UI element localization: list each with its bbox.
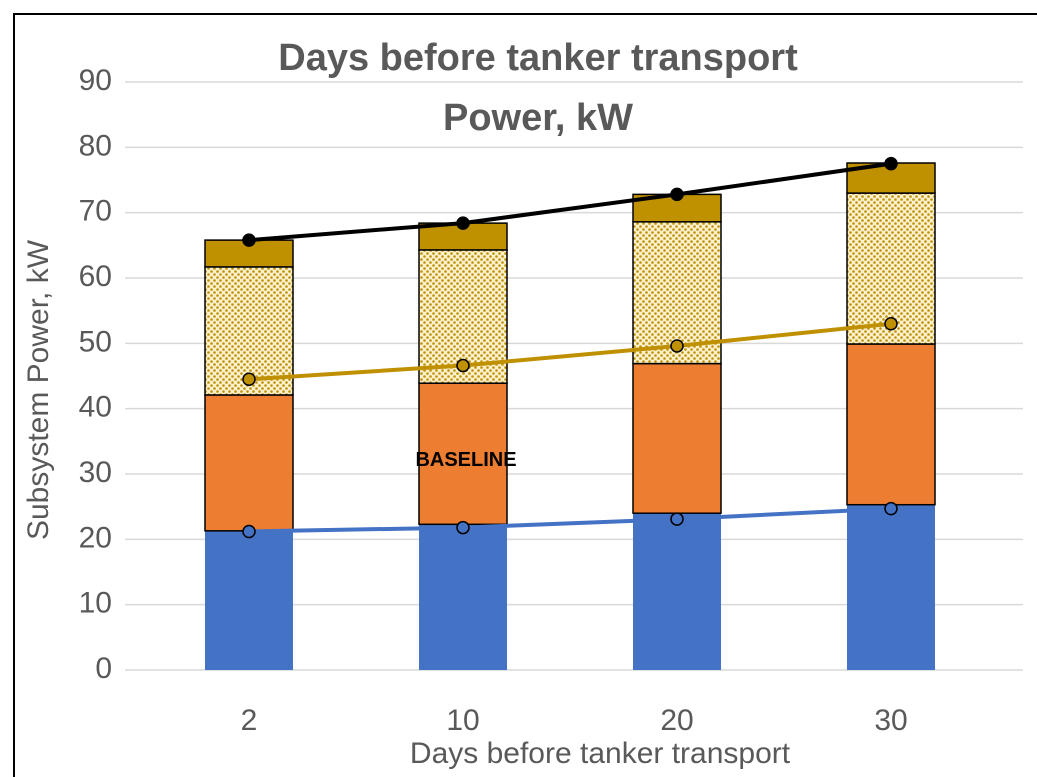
annotation: BASELINE <box>415 449 516 471</box>
bar-segment <box>418 382 508 526</box>
bar-segment <box>204 394 294 532</box>
line-marker <box>884 156 898 171</box>
line-marker <box>456 216 470 230</box>
line-marker <box>242 524 256 539</box>
bar-segment <box>632 221 722 365</box>
bar-segment <box>847 504 935 670</box>
y-tick-label: 0 <box>95 652 112 685</box>
frame <box>13 13 1037 777</box>
y-tick-label: 50 <box>79 325 112 358</box>
line-marker <box>456 520 470 535</box>
x-axis-label: Days before tanker transport <box>410 737 791 770</box>
x-tick-label: 10 <box>446 704 479 737</box>
line-marker <box>456 358 470 373</box>
bar-segment <box>205 530 293 670</box>
bar-segment <box>633 513 721 670</box>
y-tick-label: 20 <box>79 521 112 554</box>
chart-title: Days before tanker transport <box>278 37 798 79</box>
y-tick-label: 60 <box>79 260 112 293</box>
bar-segment <box>846 343 936 506</box>
y-tick-label: 40 <box>79 391 112 424</box>
y-tick-label: 90 <box>79 64 112 97</box>
y-tick-label: 80 <box>79 129 112 162</box>
line <box>248 321 892 382</box>
line-marker <box>884 501 898 516</box>
line <box>248 161 892 243</box>
y-axis-label: Subsystem Power, kW <box>22 239 55 540</box>
line-marker <box>242 233 256 247</box>
x-tick-label: 2 <box>241 704 258 737</box>
x-tick-label: 30 <box>874 704 907 737</box>
y-tick-label: 10 <box>79 587 112 620</box>
line <box>248 506 892 534</box>
y-tick-label: 30 <box>79 456 112 489</box>
chart-subtitle: Power, kW <box>443 97 633 139</box>
x-tick-label: 20 <box>660 704 693 737</box>
line-marker <box>242 372 256 387</box>
line-marker <box>670 512 684 526</box>
y-tick-label: 70 <box>79 195 112 228</box>
bar-segment <box>419 524 507 670</box>
bar-segment <box>632 362 722 514</box>
line-marker <box>670 339 684 353</box>
line-marker <box>884 316 898 331</box>
line-marker <box>670 187 684 202</box>
